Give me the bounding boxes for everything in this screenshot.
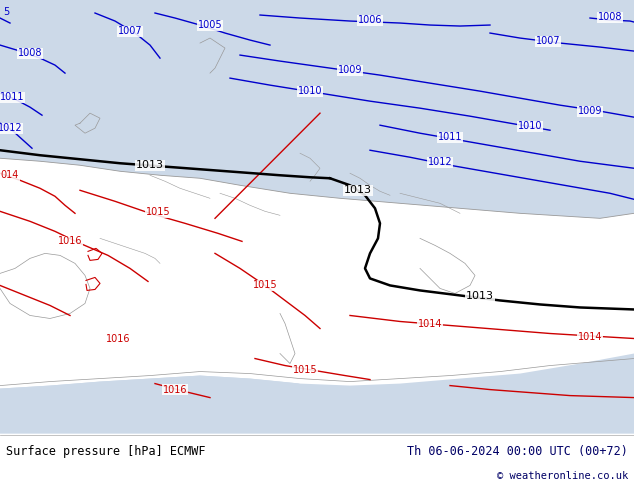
Text: 1006: 1006 xyxy=(358,15,382,25)
Text: 1012: 1012 xyxy=(428,157,452,167)
Text: 1016: 1016 xyxy=(163,385,187,394)
Text: 5: 5 xyxy=(3,7,10,17)
Text: 1015: 1015 xyxy=(253,280,277,291)
Polygon shape xyxy=(0,0,634,219)
Text: 1009: 1009 xyxy=(338,65,362,75)
Text: 1008: 1008 xyxy=(18,48,42,58)
Text: 1013: 1013 xyxy=(466,292,494,301)
Text: 1016: 1016 xyxy=(106,334,130,343)
Text: 1016: 1016 xyxy=(58,236,82,246)
Polygon shape xyxy=(0,375,300,398)
Text: 1013: 1013 xyxy=(136,160,164,170)
Text: 1007: 1007 xyxy=(118,26,142,36)
Polygon shape xyxy=(0,353,634,434)
Text: 1010: 1010 xyxy=(298,86,322,96)
Text: 1009: 1009 xyxy=(578,106,602,116)
Text: Surface pressure [hPa] ECMWF: Surface pressure [hPa] ECMWF xyxy=(6,445,205,458)
Text: © weatheronline.co.uk: © weatheronline.co.uk xyxy=(497,471,628,481)
Text: 1007: 1007 xyxy=(536,36,560,46)
Text: 1008: 1008 xyxy=(598,12,622,22)
Text: 1014: 1014 xyxy=(418,319,443,329)
Text: 1010: 1010 xyxy=(518,121,542,131)
Text: 1015: 1015 xyxy=(146,207,171,218)
Text: 1013: 1013 xyxy=(344,185,372,196)
Text: 1015: 1015 xyxy=(293,365,317,374)
Text: 1011: 1011 xyxy=(437,132,462,142)
Text: 014: 014 xyxy=(1,170,19,180)
Text: 1014: 1014 xyxy=(578,332,602,342)
Text: 1005: 1005 xyxy=(198,20,223,30)
Text: 1011: 1011 xyxy=(0,92,24,102)
Text: 1012: 1012 xyxy=(0,123,22,133)
Text: Th 06-06-2024 00:00 UTC (00+72): Th 06-06-2024 00:00 UTC (00+72) xyxy=(407,445,628,458)
